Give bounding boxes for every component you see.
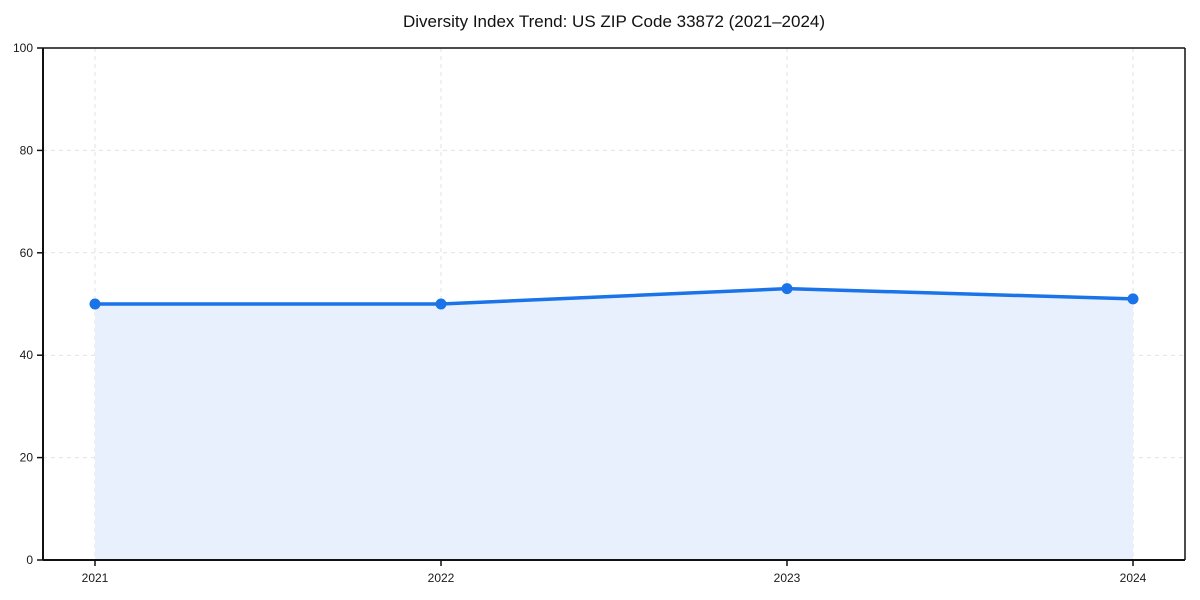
y-tick-label: 0 <box>26 553 33 567</box>
y-tick-label: 100 <box>13 41 33 55</box>
x-tick-label: 2021 <box>82 571 109 585</box>
area-fill <box>95 288 1133 560</box>
y-tick-label: 20 <box>20 451 34 465</box>
y-tick-label: 40 <box>20 348 34 362</box>
x-tick-label: 2022 <box>428 571 455 585</box>
x-tick-label: 2024 <box>1120 571 1147 585</box>
y-tick-label: 80 <box>20 143 34 157</box>
data-point-2021 <box>89 298 101 310</box>
data-point-2023 <box>781 283 793 295</box>
y-tick-label: 60 <box>20 246 34 260</box>
chart-title: Diversity Index Trend: US ZIP Code 33872… <box>402 12 826 31</box>
trend-line <box>93 286 1135 306</box>
data-point-2024 <box>1127 293 1139 305</box>
x-tick-label: 2023 <box>774 571 801 585</box>
data-point-2022 <box>435 298 447 310</box>
